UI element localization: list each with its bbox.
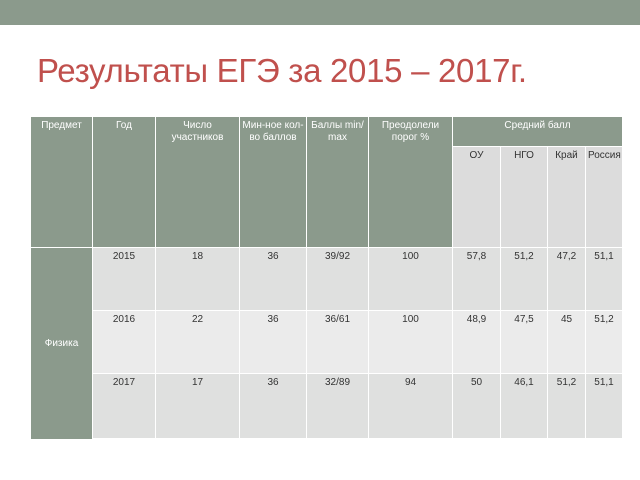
row3-participants: 17 bbox=[156, 374, 240, 439]
header-avg-russia: Россия bbox=[586, 147, 623, 248]
row2-min-score: 36 bbox=[240, 311, 307, 374]
row1-passed: 100 bbox=[369, 248, 453, 311]
row3-ngo: 46,1 bbox=[501, 374, 548, 439]
row2-passed: 100 bbox=[369, 311, 453, 374]
row2-russia: 51,2 bbox=[586, 311, 623, 374]
header-score-minmax: Баллы min/ max bbox=[307, 117, 369, 248]
row1-kray: 47,2 bbox=[548, 248, 586, 311]
row2-participants: 22 bbox=[156, 311, 240, 374]
header-year: Год bbox=[93, 117, 156, 248]
row2-kray: 45 bbox=[548, 311, 586, 374]
header-passed: Преодолели порог % bbox=[369, 117, 453, 248]
row1-ngo: 51,2 bbox=[501, 248, 548, 311]
row3-min-score: 36 bbox=[240, 374, 307, 439]
row3-russia: 51,1 bbox=[586, 374, 623, 439]
row3-ou: 50 bbox=[453, 374, 501, 439]
row1-score-minmax: 39/92 bbox=[307, 248, 369, 311]
subject-cell: Физика bbox=[31, 248, 93, 439]
row2-year: 2016 bbox=[93, 311, 156, 374]
row3-passed: 94 bbox=[369, 374, 453, 439]
header-min-score: Мин-ное кол-во баллов bbox=[240, 117, 307, 248]
top-decor-bar bbox=[0, 0, 640, 25]
row3-kray: 51,2 bbox=[548, 374, 586, 439]
row2-ou: 48,9 bbox=[453, 311, 501, 374]
header-subject: Предмет bbox=[31, 117, 93, 248]
header-avg-ngo: НГО bbox=[501, 147, 548, 248]
page-title: Результаты ЕГЭ за 2015 – 2017г. bbox=[37, 52, 527, 89]
row1-ou: 57,8 bbox=[453, 248, 501, 311]
row1-year: 2015 bbox=[93, 248, 156, 311]
row1-participants: 18 bbox=[156, 248, 240, 311]
row1-russia: 51,1 bbox=[586, 248, 623, 311]
header-participants: Число участников bbox=[156, 117, 240, 248]
row2-score-minmax: 36/61 bbox=[307, 311, 369, 374]
row1-min-score: 36 bbox=[240, 248, 307, 311]
row3-score-minmax: 32/89 bbox=[307, 374, 369, 439]
header-avg-score: Средний балл bbox=[453, 117, 623, 147]
header-avg-kray: Край bbox=[548, 147, 586, 248]
header-avg-ou: ОУ bbox=[453, 147, 501, 248]
row3-year: 2017 bbox=[93, 374, 156, 439]
results-table: Предмет Год Число участников Мин-ное кол… bbox=[31, 117, 623, 439]
row2-ngo: 47,5 bbox=[501, 311, 548, 374]
